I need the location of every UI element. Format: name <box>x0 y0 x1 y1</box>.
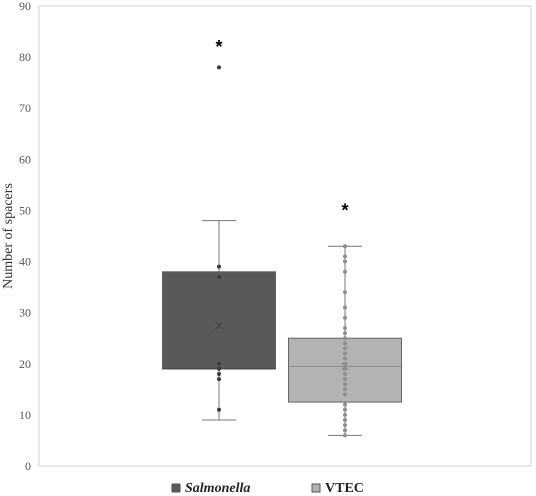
data-point <box>343 382 347 387</box>
data-point <box>343 244 347 249</box>
data-point <box>343 412 347 417</box>
data-point <box>343 366 347 371</box>
data-point <box>343 315 347 320</box>
data-point <box>343 305 347 310</box>
data-point <box>217 407 221 412</box>
data-point <box>217 274 221 279</box>
y-tick-label: 50 <box>19 203 31 217</box>
data-point <box>343 392 347 397</box>
box-rect <box>162 271 276 370</box>
y-tick-label: 60 <box>19 152 31 166</box>
data-point <box>217 264 221 269</box>
data-point <box>217 366 221 371</box>
y-tick-label: 40 <box>19 255 31 269</box>
data-point <box>343 269 347 274</box>
plot-area <box>38 5 532 467</box>
data-point <box>343 356 347 361</box>
data-point <box>343 433 347 438</box>
data-point <box>343 407 347 412</box>
y-tick-label: 80 <box>19 50 31 64</box>
y-tick-label: 30 <box>19 306 31 320</box>
legend-swatch-vtec <box>311 483 321 493</box>
data-point <box>343 372 347 376</box>
data-point <box>343 402 347 407</box>
data-point <box>343 254 347 259</box>
data-point <box>343 331 347 336</box>
data-point <box>343 336 347 341</box>
legend-label-salmonella: Salmonella <box>185 481 250 496</box>
y-tick-label: 70 <box>19 101 31 115</box>
data-point <box>343 326 347 330</box>
y-tick-label: 20 <box>19 357 31 371</box>
box-salmonella: * <box>162 37 276 421</box>
data-point <box>343 418 347 422</box>
legend: Salmonella VTEC <box>171 481 364 496</box>
mean-marker <box>341 362 349 371</box>
legend-swatch-salmonella <box>171 483 181 493</box>
data-point <box>343 346 347 351</box>
data-point <box>343 428 347 433</box>
data-point <box>343 423 347 428</box>
data-point <box>343 377 347 382</box>
data-point <box>343 351 347 356</box>
y-tick-label: 0 <box>25 459 31 473</box>
plot-border <box>38 5 532 467</box>
data-point <box>343 341 347 346</box>
data-point <box>217 65 221 70</box>
box-series: ** <box>162 37 402 438</box>
data-point <box>343 290 347 295</box>
data-point <box>343 259 347 264</box>
y-tick-label: 10 <box>19 408 31 422</box>
mean-marker <box>215 321 223 330</box>
data-point <box>217 361 221 366</box>
data-point <box>217 377 221 382</box>
data-point <box>343 387 347 392</box>
y-axis-ticks: 0 10 20 30 40 50 60 70 80 90 <box>19 0 31 473</box>
legend-label-vtec: VTEC <box>325 481 364 496</box>
data-point <box>217 372 221 376</box>
significance-asterisk: * <box>341 200 348 220</box>
significance-asterisk: * <box>215 37 222 57</box>
box-vtec: * <box>288 200 402 438</box>
y-axis-title: Number of spacers <box>1 183 16 289</box>
y-tick-label: 90 <box>19 0 31 13</box>
data-point <box>343 361 347 366</box>
